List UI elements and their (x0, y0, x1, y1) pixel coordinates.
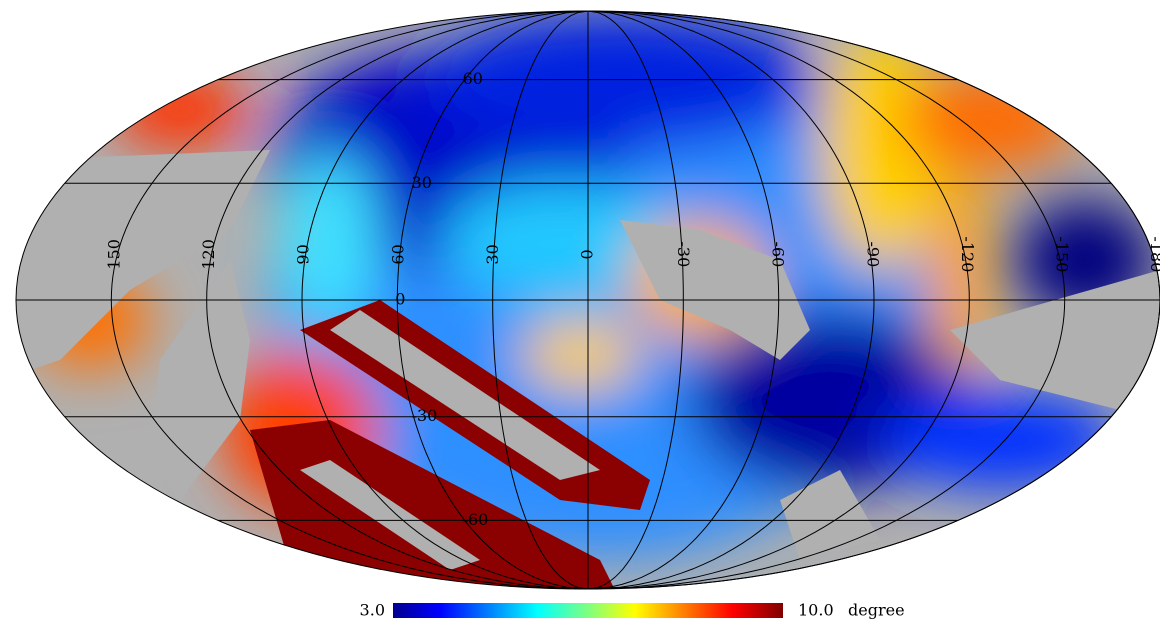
graticule-labels: 150 120 90 60 30 0 -30 -60 -90 -120 -150 -180 60 30 0 -… (105, 69, 1160, 529)
longitude-label: 60 (388, 244, 407, 264)
colorbar-unit: degree (848, 601, 905, 620)
longitude-label: -120 (958, 236, 977, 272)
latitude-label: -60 (463, 510, 489, 529)
graticule (16, 10, 1160, 590)
longitude-label: -60 (769, 242, 788, 268)
longitude-label: -30 (674, 242, 693, 268)
colorbar (393, 603, 783, 618)
latitude-label: 60 (463, 69, 483, 88)
longitude-label: 30 (483, 244, 502, 264)
longitude-label: 0 (578, 249, 597, 259)
meridian (587, 10, 1160, 590)
longitude-label: 150 (105, 239, 124, 270)
colorbar-max: 10.0 (798, 601, 834, 620)
longitude-label: -150 (1053, 236, 1072, 272)
latitude-label: 0 (395, 290, 405, 309)
longitude-label: -90 (863, 242, 882, 268)
colorbar-min: 3.0 (360, 601, 385, 620)
latitude-label: 30 (412, 173, 432, 192)
longitude-label: 90 (294, 244, 313, 264)
longitude-label: 120 (199, 239, 218, 270)
longitude-label: -180 (1147, 236, 1160, 272)
latitude-label: -30 (412, 406, 438, 425)
